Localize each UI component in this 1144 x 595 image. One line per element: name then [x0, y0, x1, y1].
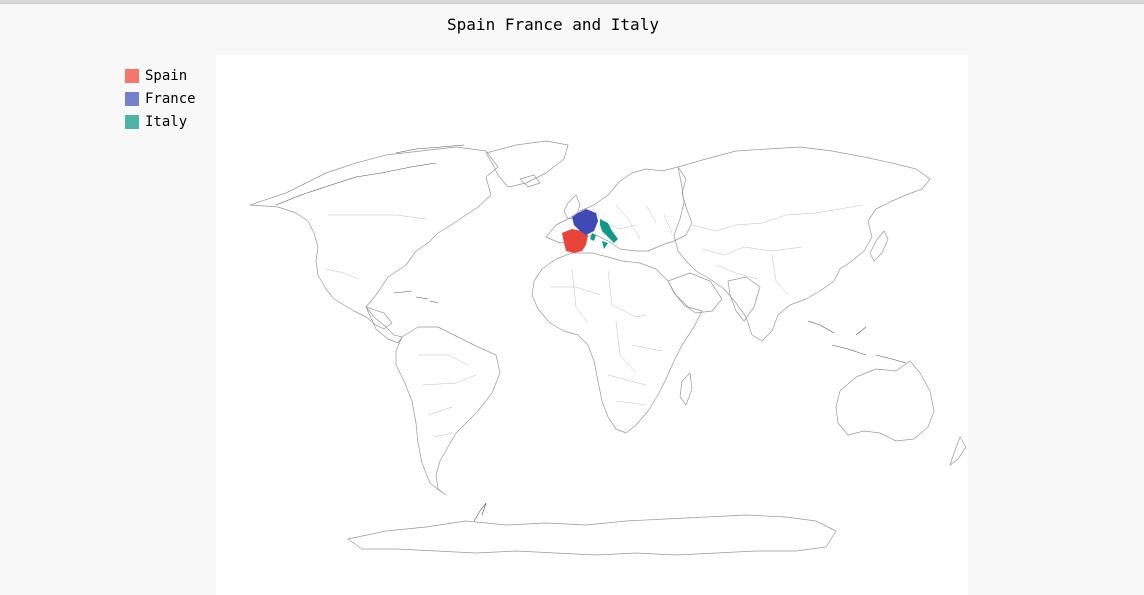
africa-outline [531, 252, 703, 434]
italy-region[interactable] [600, 219, 618, 243]
legend-swatch-spain [125, 68, 139, 83]
chart-title: Spain France and Italy [447, 15, 659, 34]
legend-item-france[interactable]: France [125, 87, 196, 110]
us-mexico-border [325, 268, 359, 280]
top-border [0, 0, 1144, 4]
us-canada-border [328, 214, 427, 220]
europe-borders [591, 204, 673, 240]
legend-swatch-italy [125, 114, 139, 129]
world-map [249, 140, 967, 556]
india-outline [727, 276, 761, 322]
australia-outline [835, 360, 935, 442]
north-america-arctic-coast [275, 144, 465, 206]
asia-outline [673, 146, 931, 342]
map-plot-area [216, 55, 968, 595]
new-zealand-outline [949, 436, 967, 466]
south-america-outline [395, 326, 501, 496]
legend-label-france: France [145, 90, 196, 107]
asia-borders [691, 204, 863, 296]
caribbean-islands [393, 290, 439, 304]
legend-item-italy[interactable]: Italy [125, 110, 196, 133]
legend-label-spain: Spain [145, 67, 188, 84]
europe-outline [545, 166, 693, 252]
iceland-outline [519, 174, 541, 188]
antarctic-peninsula [473, 502, 487, 522]
france-region[interactable] [572, 209, 598, 235]
legend-swatch-france [125, 91, 139, 106]
legend-label-italy: Italy [145, 113, 188, 130]
central-america-outline [365, 306, 403, 344]
italy-islands[interactable] [590, 233, 608, 249]
legend: Spain France Italy [125, 64, 196, 133]
africa-borders [550, 268, 663, 406]
japan-outline [869, 230, 889, 262]
greenland-outline [485, 140, 569, 188]
madagascar-outline [679, 372, 693, 406]
arabia-outline [667, 272, 723, 314]
south-america-borders [418, 354, 477, 438]
antarctica-outline [347, 514, 837, 556]
north-america-outline [249, 146, 499, 330]
legend-item-spain[interactable]: Spain [125, 64, 196, 87]
southeast-asia-islands [807, 320, 907, 364]
spain-region[interactable] [562, 229, 588, 253]
